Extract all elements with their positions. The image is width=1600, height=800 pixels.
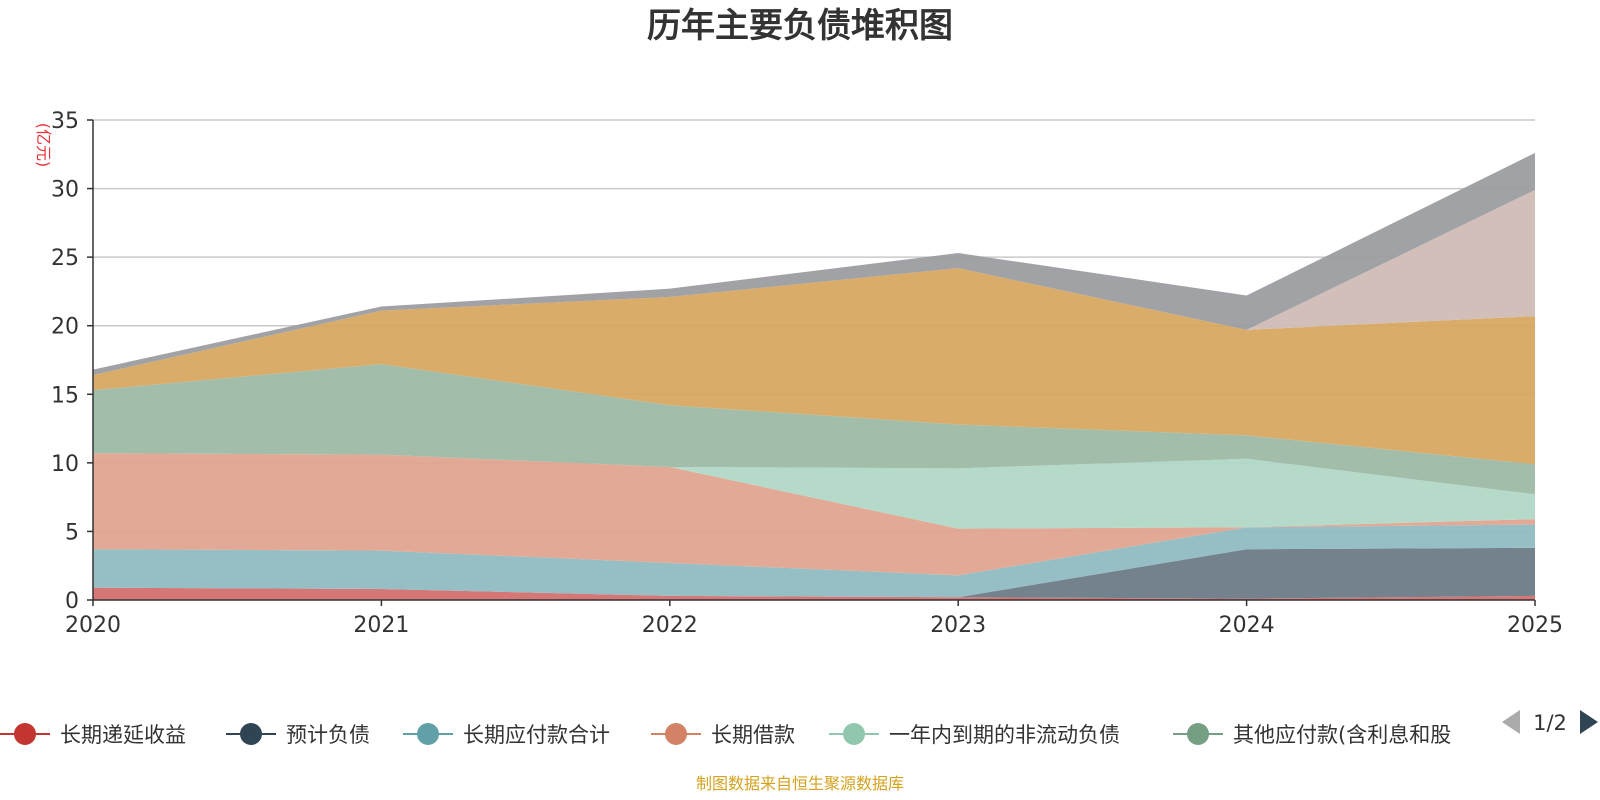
legend-marker-icon (240, 723, 262, 745)
legend-marker-icon (843, 723, 865, 745)
legend-item[interactable]: 长期递延收益 (0, 723, 186, 747)
y-axis-ticks: 0 5 10 15 20 25 30 35 (51, 109, 93, 614)
y-tick-label: 35 (51, 109, 79, 134)
legend-label: 长期应付款合计 (463, 723, 610, 747)
legend-label: 预计负债 (286, 723, 370, 747)
legend-item[interactable]: 长期应付款合计 (403, 723, 610, 747)
x-tick-label: 2025 (1507, 613, 1563, 638)
legend-label: 其他应付款(含利息和股 (1233, 723, 1451, 747)
legend-label: 长期递延收益 (60, 723, 186, 747)
legend-item[interactable]: 其他应付款(含利息和股 (1173, 723, 1451, 747)
data-source-note: 制图数据来自恒生聚源数据库 (696, 774, 904, 793)
area-series (93, 364, 1535, 495)
x-tick-label: 2020 (65, 613, 121, 638)
area-series (93, 453, 1535, 576)
chart-title: 历年主要负债堆积图 (647, 6, 953, 46)
x-tick-label: 2021 (353, 613, 409, 638)
y-axis-unit-label: (亿元) (34, 123, 53, 168)
x-tick-label: 2022 (642, 613, 698, 638)
legend-pager: 1/2 (1502, 710, 1598, 735)
x-axis-ticks: 2020 2021 2022 2023 2024 2025 (65, 600, 1563, 638)
legend-marker-icon (1187, 723, 1209, 745)
legend-label: 长期借款 (711, 723, 795, 747)
y-tick-label: 25 (51, 246, 79, 271)
y-tick-label: 5 (65, 520, 79, 545)
legend-marker-icon (665, 723, 687, 745)
x-tick-label: 2024 (1219, 613, 1275, 638)
legend-marker-icon (417, 723, 439, 745)
legend-label: 一年内到期的非流动负债 (889, 723, 1120, 747)
x-tick-label: 2023 (930, 613, 986, 638)
legend: 长期递延收益 预计负债 长期应付款合计 长期借款 一年内到期的非流动负债 其他应付款(含利… (0, 723, 1451, 747)
legend-item[interactable]: 一年内到期的非流动负债 (829, 723, 1120, 747)
area-series (93, 587, 1535, 600)
y-tick-label: 15 (51, 383, 79, 408)
y-tick-label: 30 (51, 178, 79, 203)
area-series (93, 547, 1535, 599)
y-tick-label: 0 (65, 589, 79, 614)
y-tick-label: 10 (51, 452, 79, 477)
area-series (93, 524, 1535, 598)
axes (92, 120, 1535, 601)
legend-page-indicator: 1/2 (1533, 711, 1567, 735)
legend-prev-page-icon[interactable] (1502, 710, 1520, 734)
legend-marker-icon (14, 723, 36, 745)
area-series (93, 453, 1535, 529)
y-tick-label: 20 (51, 315, 79, 340)
legend-item[interactable]: 长期借款 (651, 723, 795, 747)
stacked-areas (93, 152, 1535, 600)
legend-item[interactable]: 预计负债 (226, 723, 370, 747)
legend-next-page-icon[interactable] (1580, 710, 1598, 734)
area-series (93, 268, 1535, 465)
